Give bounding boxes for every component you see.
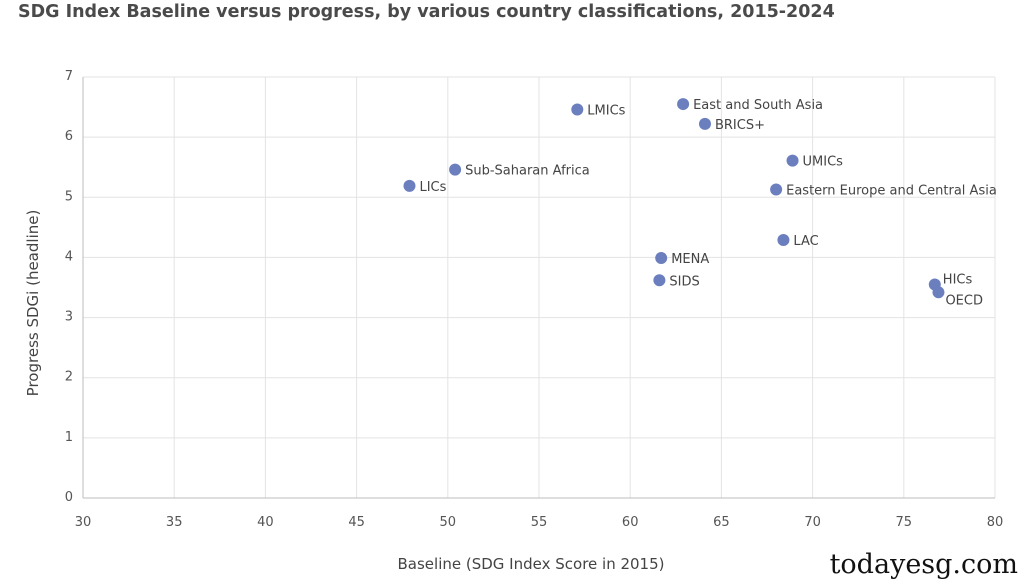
data-point bbox=[403, 179, 416, 192]
axes bbox=[82, 77, 995, 499]
point-label: OECD bbox=[945, 293, 983, 308]
y-tick-label: 0 bbox=[65, 490, 73, 505]
point-label: Eastern Europe and Central Asia bbox=[786, 183, 997, 198]
data-points bbox=[403, 98, 945, 299]
point-label: LMICs bbox=[587, 103, 625, 118]
x-tick-label: 65 bbox=[713, 515, 730, 530]
point-label: SIDS bbox=[669, 274, 699, 289]
x-tick-label: 55 bbox=[531, 515, 548, 530]
data-point bbox=[655, 252, 668, 265]
x-tick-label: 75 bbox=[896, 515, 913, 530]
y-tick-label: 3 bbox=[65, 310, 73, 325]
x-tick-label: 35 bbox=[166, 515, 183, 530]
point-label: East and South Asia bbox=[693, 98, 823, 113]
data-point bbox=[677, 98, 690, 111]
point-labels: LMICs East and South Asia BRICS+ UMICs Easte… bbox=[419, 98, 996, 308]
y-tick-label: 7 bbox=[65, 69, 73, 84]
data-point bbox=[571, 103, 584, 116]
y-tick-labels: 0 1 2 3 4 5 6 7 bbox=[65, 69, 73, 505]
point-label: LAC bbox=[793, 234, 818, 249]
y-tick-label: 5 bbox=[65, 189, 73, 204]
point-label: BRICS+ bbox=[715, 118, 765, 133]
point-label: MENA bbox=[671, 252, 709, 267]
gridlines bbox=[83, 76, 996, 498]
y-tick-label: 6 bbox=[65, 129, 73, 144]
y-axis-label: Progress SDGi (headline) bbox=[24, 210, 42, 397]
x-tick-label: 70 bbox=[804, 515, 821, 530]
data-point bbox=[698, 117, 711, 130]
data-point bbox=[786, 154, 799, 167]
x-tick-label: 30 bbox=[75, 515, 92, 530]
data-point bbox=[777, 233, 790, 246]
y-tick-label: 2 bbox=[65, 370, 73, 385]
x-axis-label: Baseline (SDG Index Score in 2015) bbox=[398, 555, 665, 573]
point-label: Sub-Saharan Africa bbox=[465, 164, 590, 179]
x-tick-label: 80 bbox=[987, 515, 1004, 530]
watermark-text: todayesg.com bbox=[829, 549, 1018, 580]
data-point bbox=[449, 163, 462, 176]
x-tick-labels: 30 35 40 45 50 55 60 65 70 75 80 bbox=[75, 515, 1004, 530]
point-label: HICs bbox=[943, 272, 973, 287]
chart-title: SDG Index Baseline versus progress, by v… bbox=[18, 2, 835, 22]
y-tick-label: 1 bbox=[65, 430, 73, 445]
x-tick-label: 60 bbox=[622, 515, 639, 530]
x-tick-label: 45 bbox=[348, 515, 365, 530]
x-tick-label: 50 bbox=[440, 515, 457, 530]
x-tick-label: 40 bbox=[257, 515, 274, 530]
point-label: LICs bbox=[419, 180, 446, 195]
data-point bbox=[932, 286, 945, 299]
data-point bbox=[770, 183, 783, 196]
y-tick-label: 4 bbox=[65, 249, 73, 264]
point-label: UMICs bbox=[803, 155, 844, 170]
data-point bbox=[653, 274, 666, 287]
